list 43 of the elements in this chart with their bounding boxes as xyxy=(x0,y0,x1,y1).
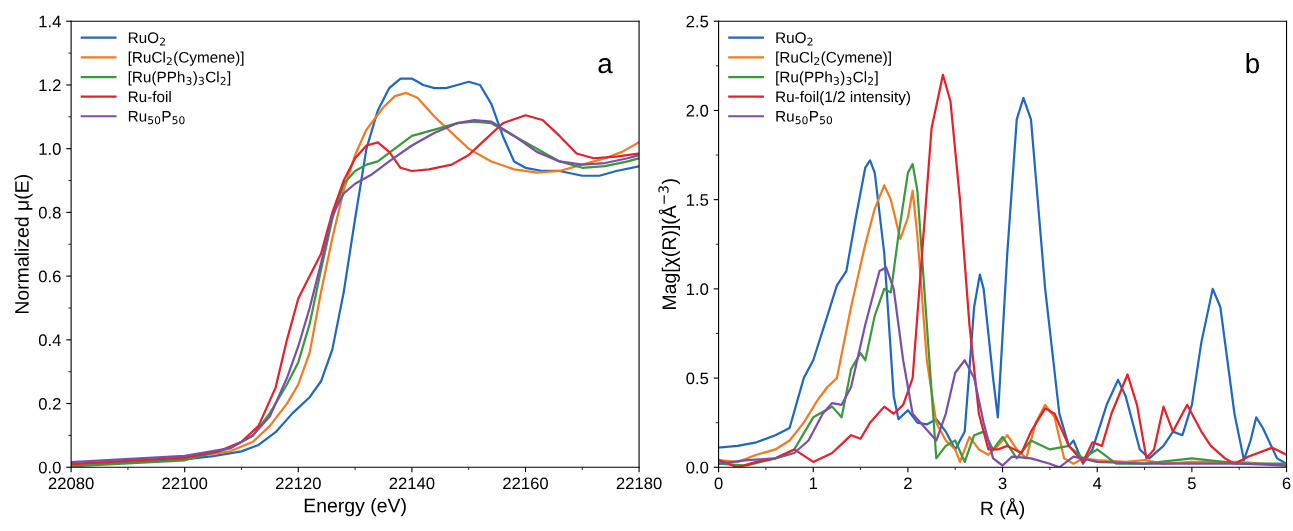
y-tick-label: 0.8 xyxy=(38,206,61,219)
y-tick-label: 2.5 xyxy=(686,15,709,28)
x-tick-label: 22100 xyxy=(162,477,208,490)
x-tick-label: 3 xyxy=(998,477,1007,490)
x-tick-label: 0 xyxy=(714,477,723,490)
y-tick-label: 0.2 xyxy=(38,397,61,410)
y-tick-label: 1.4 xyxy=(39,15,61,28)
legend-label: [Ru(PPh$_{3}$)$_{3}$Cl$_{2}$] xyxy=(128,71,231,86)
x-tick-label: 1 xyxy=(809,477,818,490)
x-axis-title: Energy (eV) xyxy=(304,498,406,517)
legend-label: [Ru(PPh$_{3}$)$_{3}$Cl$_{2}$] xyxy=(776,71,878,86)
x-tick-label: 22180 xyxy=(616,477,662,490)
legend-label: Ru$_{50}$P$_{50}$ xyxy=(776,111,833,125)
y-tick-label: 1.5 xyxy=(686,194,709,206)
y-tick-label: 1.0 xyxy=(39,143,61,155)
legend-label: Ru-foil xyxy=(128,90,171,103)
x-tick-label: 2 xyxy=(904,477,912,490)
x-tick-label: 22120 xyxy=(275,477,321,490)
y-axis-title: Mag[χ(R)](Å$^{−3}$) xyxy=(658,179,680,309)
annotation: b xyxy=(1246,52,1260,74)
x-tick-label: 22160 xyxy=(503,477,548,490)
y-tick-label: 0.4 xyxy=(38,334,61,347)
legend-label: RuO$_{2}$ xyxy=(776,32,813,46)
x-tick-label: 6 xyxy=(1282,477,1291,490)
legend-label: Ru-foil(1/2 intensity) xyxy=(776,90,911,106)
x-tick-label: 22140 xyxy=(389,477,435,490)
legend-label: [RuCl$_{2}$(Cymene)] xyxy=(776,51,891,66)
y-axis-title: Normalized μ(E) xyxy=(14,175,33,314)
x-tick-label: 4 xyxy=(1092,477,1102,490)
y-tick-label: 0.0 xyxy=(686,461,709,474)
y-tick-label: 0.6 xyxy=(38,270,61,283)
x-tick-label: 5 xyxy=(1187,477,1196,490)
legend-label: [RuCl$_{2}$(Cymene)] xyxy=(128,51,244,66)
legend-label: RuO$_{2}$ xyxy=(128,32,165,46)
annotation: a xyxy=(598,58,613,74)
y-tick-label: 0.0 xyxy=(38,461,61,474)
legend-label: Ru$_{50}$P$_{50}$ xyxy=(128,111,185,125)
x-tick-label: 22080 xyxy=(48,477,94,490)
y-tick-label: 1.2 xyxy=(39,79,61,91)
y-tick-label: 0.5 xyxy=(686,372,709,385)
x-axis-title: R (Å) xyxy=(981,498,1025,520)
y-tick-label: 1.0 xyxy=(686,283,709,296)
y-tick-label: 2.0 xyxy=(686,104,709,117)
